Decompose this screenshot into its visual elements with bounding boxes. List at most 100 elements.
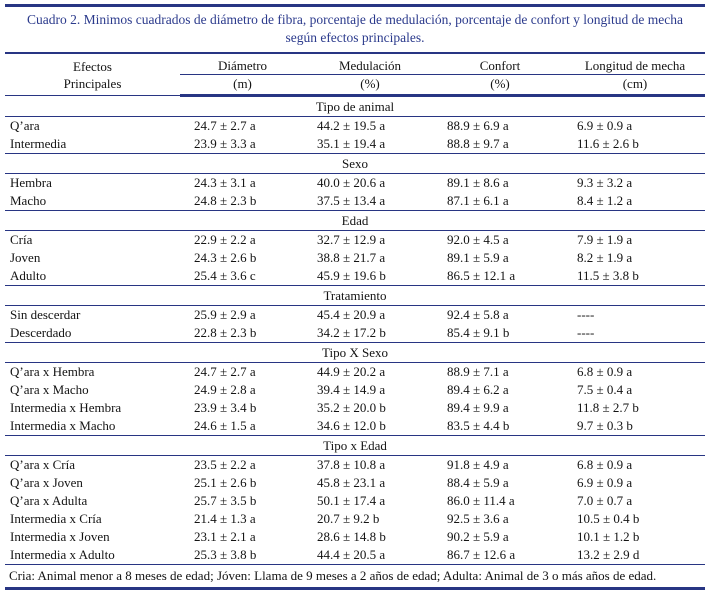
table-header: Efectos Principales Diámetro Medulación … <box>5 53 705 97</box>
table-caption: Cuadro 2. Minimos cuadrados de diámetro … <box>26 12 684 45</box>
cell-medulacion: 38.8 ± 21.7 a <box>317 250 386 265</box>
section-title: Edad <box>5 210 705 231</box>
cell-medulacion: 37.5 ± 13.4 a <box>317 193 386 208</box>
cell-medulacion: 45.9 ± 19.6 b <box>317 268 386 283</box>
cell-medulacion: 45.8 ± 23.1 a <box>317 475 386 490</box>
cell-longitud-de-mecha: 7.5 ± 0.4 a <box>577 382 633 397</box>
cell-longitud-de-mecha: 6.8 ± 0.9 a <box>577 457 633 472</box>
row-label: Intermedia <box>10 136 67 151</box>
cell-longitud-de-mecha: 9.3 ± 3.2 a <box>577 175 633 190</box>
row-label: Descerdado <box>10 325 72 340</box>
cell-confort: 92.0 ± 4.5 a <box>447 232 509 247</box>
cell-confort: 88.4 ± 5.9 a <box>447 475 509 490</box>
section-title: Tipo x Edad <box>5 435 705 456</box>
row-label: Intermedia x Hembra <box>10 400 122 415</box>
cell-diametro: 24.7 ± 2.7 a <box>194 364 256 379</box>
row-label: Intermedia x Adulto <box>10 547 115 562</box>
row-label: Adulto <box>10 268 47 283</box>
section-title: Tratamiento <box>5 285 705 306</box>
section-header-row: Edad <box>5 210 705 231</box>
cell-confort: 88.9 ± 7.1 a <box>447 364 509 379</box>
cell-confort: 88.8 ± 9.7 a <box>447 136 509 151</box>
table-row: Q’ara x Adulta 25.7 ± 3.5 b 50.1 ± 17.4 a 8… <box>5 492 705 510</box>
table-row: Intermedia x Macho 24.6 ± 1.5 a 34.6 ± 12.… <box>5 417 705 436</box>
cell-longitud-de-mecha: 11.5 ± 3.8 b <box>577 268 639 283</box>
row-label: Q’ara x Cría <box>10 457 75 472</box>
row-label: Cría <box>10 232 33 247</box>
table-row: Macho 24.8 ± 2.3 b 37.5 ± 13.4 a 87.1 ± 6.1… <box>5 192 705 211</box>
cell-longitud-de-mecha: 8.4 ± 1.2 a <box>577 193 633 208</box>
table-row: Q’ara x Joven 25.1 ± 2.6 b 45.8 ± 23.1 a 88… <box>5 474 705 492</box>
section-header-row: Sexo <box>5 153 705 174</box>
cell-diametro: 22.9 ± 2.2 a <box>194 232 256 247</box>
cell-medulacion: 34.6 ± 12.0 b <box>317 418 386 433</box>
cell-diametro: 24.6 ± 1.5 a <box>194 418 256 433</box>
row-label: Intermedia x Macho <box>10 418 116 433</box>
cell-diametro: 25.1 ± 2.6 b <box>194 475 257 490</box>
cell-diametro: 24.3 ± 3.1 a <box>194 175 256 190</box>
cell-diametro: 21.4 ± 1.3 a <box>194 511 256 526</box>
header-row-labels: Efectos Principales Diámetro Medulación … <box>5 53 705 91</box>
cell-confort: 83.5 ± 4.4 b <box>447 418 510 433</box>
cell-diametro: 23.5 ± 2.2 a <box>194 457 256 472</box>
cell-medulacion: 40.0 ± 20.6 a <box>317 175 386 190</box>
section-title: Sexo <box>5 153 705 174</box>
row-label: Intermedia x Joven <box>10 529 110 544</box>
cell-medulacion: 32.7 ± 12.9 a <box>317 232 386 247</box>
top-rule <box>5 4 705 7</box>
row-label: Joven <box>10 250 41 265</box>
row-label: Q’ara x Macho <box>10 382 89 397</box>
cell-diametro: 23.1 ± 2.1 a <box>194 529 256 544</box>
row-label: Q’ara x Hembra <box>10 364 95 379</box>
unit-confort: (%) <box>435 74 565 97</box>
cell-confort: 86.5 ± 12.1 a <box>447 268 516 283</box>
cell-confort: 91.8 ± 4.9 a <box>447 457 509 472</box>
cell-longitud-de-mecha: 11.8 ± 2.7 b <box>577 400 639 415</box>
cell-diametro: 23.9 ± 3.4 b <box>194 400 257 415</box>
cell-medulacion: 39.4 ± 14.9 a <box>317 382 386 397</box>
table-row: Intermedia x Joven 23.1 ± 2.1 a 28.6 ± 14.… <box>5 528 705 546</box>
cell-diametro: 24.3 ± 2.6 b <box>194 250 257 265</box>
row-label: Intermedia x Cría <box>10 511 102 526</box>
section-title: Tipo de animal <box>5 95 705 117</box>
cell-confort: 90.2 ± 5.9 a <box>447 529 509 544</box>
cell-confort: 89.4 ± 6.2 a <box>447 382 509 397</box>
row-label: Hembra <box>10 175 52 190</box>
cell-longitud-de-mecha: 9.7 ± 0.3 b <box>577 418 633 433</box>
section-header-row: Tratamiento <box>5 285 705 306</box>
cell-confort: 86.0 ± 11.4 a <box>447 493 515 508</box>
unit-medulacion: (%) <box>305 74 435 97</box>
cell-longitud-de-mecha: 13.2 ± 2.9 d <box>577 547 640 562</box>
cell-medulacion: 20.7 ± 9.2 b <box>317 511 380 526</box>
results-table: Efectos Principales Diámetro Medulación … <box>5 52 705 590</box>
cell-longitud-de-mecha: ---- <box>577 307 595 322</box>
cell-longitud-de-mecha: 6.8 ± 0.9 a <box>577 364 633 379</box>
table-row: Intermedia x Cría 21.4 ± 1.3 a 20.7 ± 9.2 … <box>5 510 705 528</box>
section-header-row: Tipo x Edad <box>5 435 705 456</box>
row-label: Macho <box>10 193 47 208</box>
cell-longitud-de-mecha: 8.2 ± 1.9 a <box>577 250 633 265</box>
cell-diametro: 22.8 ± 2.3 b <box>194 325 257 340</box>
cell-diametro: 23.9 ± 3.3 a <box>194 136 256 151</box>
cell-longitud-de-mecha: 10.5 ± 0.4 b <box>577 511 640 526</box>
cell-medulacion: 28.6 ± 14.8 b <box>317 529 386 544</box>
header-confort: Confort <box>435 53 565 75</box>
cell-confort: 88.9 ± 6.9 a <box>447 118 509 133</box>
cell-medulacion: 44.2 ± 19.5 a <box>317 118 386 133</box>
cell-medulacion: 37.8 ± 10.8 a <box>317 457 386 472</box>
table-row: Intermedia x Hembra 23.9 ± 3.4 b 35.2 ± 20… <box>5 399 705 417</box>
table-body: Tipo de animal Q’ara 24.7 ± 2.7 a 44.2 ± 19… <box>5 95 705 589</box>
header-longitud-de-mecha: Longitud de mecha <box>565 53 705 75</box>
cell-medulacion: 45.4 ± 20.9 a <box>317 307 386 322</box>
table-row: Hembra 24.3 ± 3.1 a 40.0 ± 20.6 a 89.1 ± 8.… <box>5 174 705 193</box>
table-row: Joven 24.3 ± 2.6 b 38.8 ± 21.7 a 89.1 ± 5.9… <box>5 249 705 267</box>
cell-longitud-de-mecha: 10.1 ± 1.2 b <box>577 529 640 544</box>
unit-diametro: (m) <box>180 74 305 97</box>
cell-longitud-de-mecha: 6.9 ± 0.9 a <box>577 118 633 133</box>
cell-longitud-de-mecha: 6.9 ± 0.9 a <box>577 475 633 490</box>
cell-diametro: 25.9 ± 2.9 a <box>194 307 256 322</box>
cell-medulacion: 44.9 ± 20.2 a <box>317 364 386 379</box>
cell-diametro: 25.7 ± 3.5 b <box>194 493 257 508</box>
header-row-units: (m) (%) (%) (cm) <box>5 74 705 97</box>
cell-diametro: 25.4 ± 3.6 c <box>194 268 256 283</box>
